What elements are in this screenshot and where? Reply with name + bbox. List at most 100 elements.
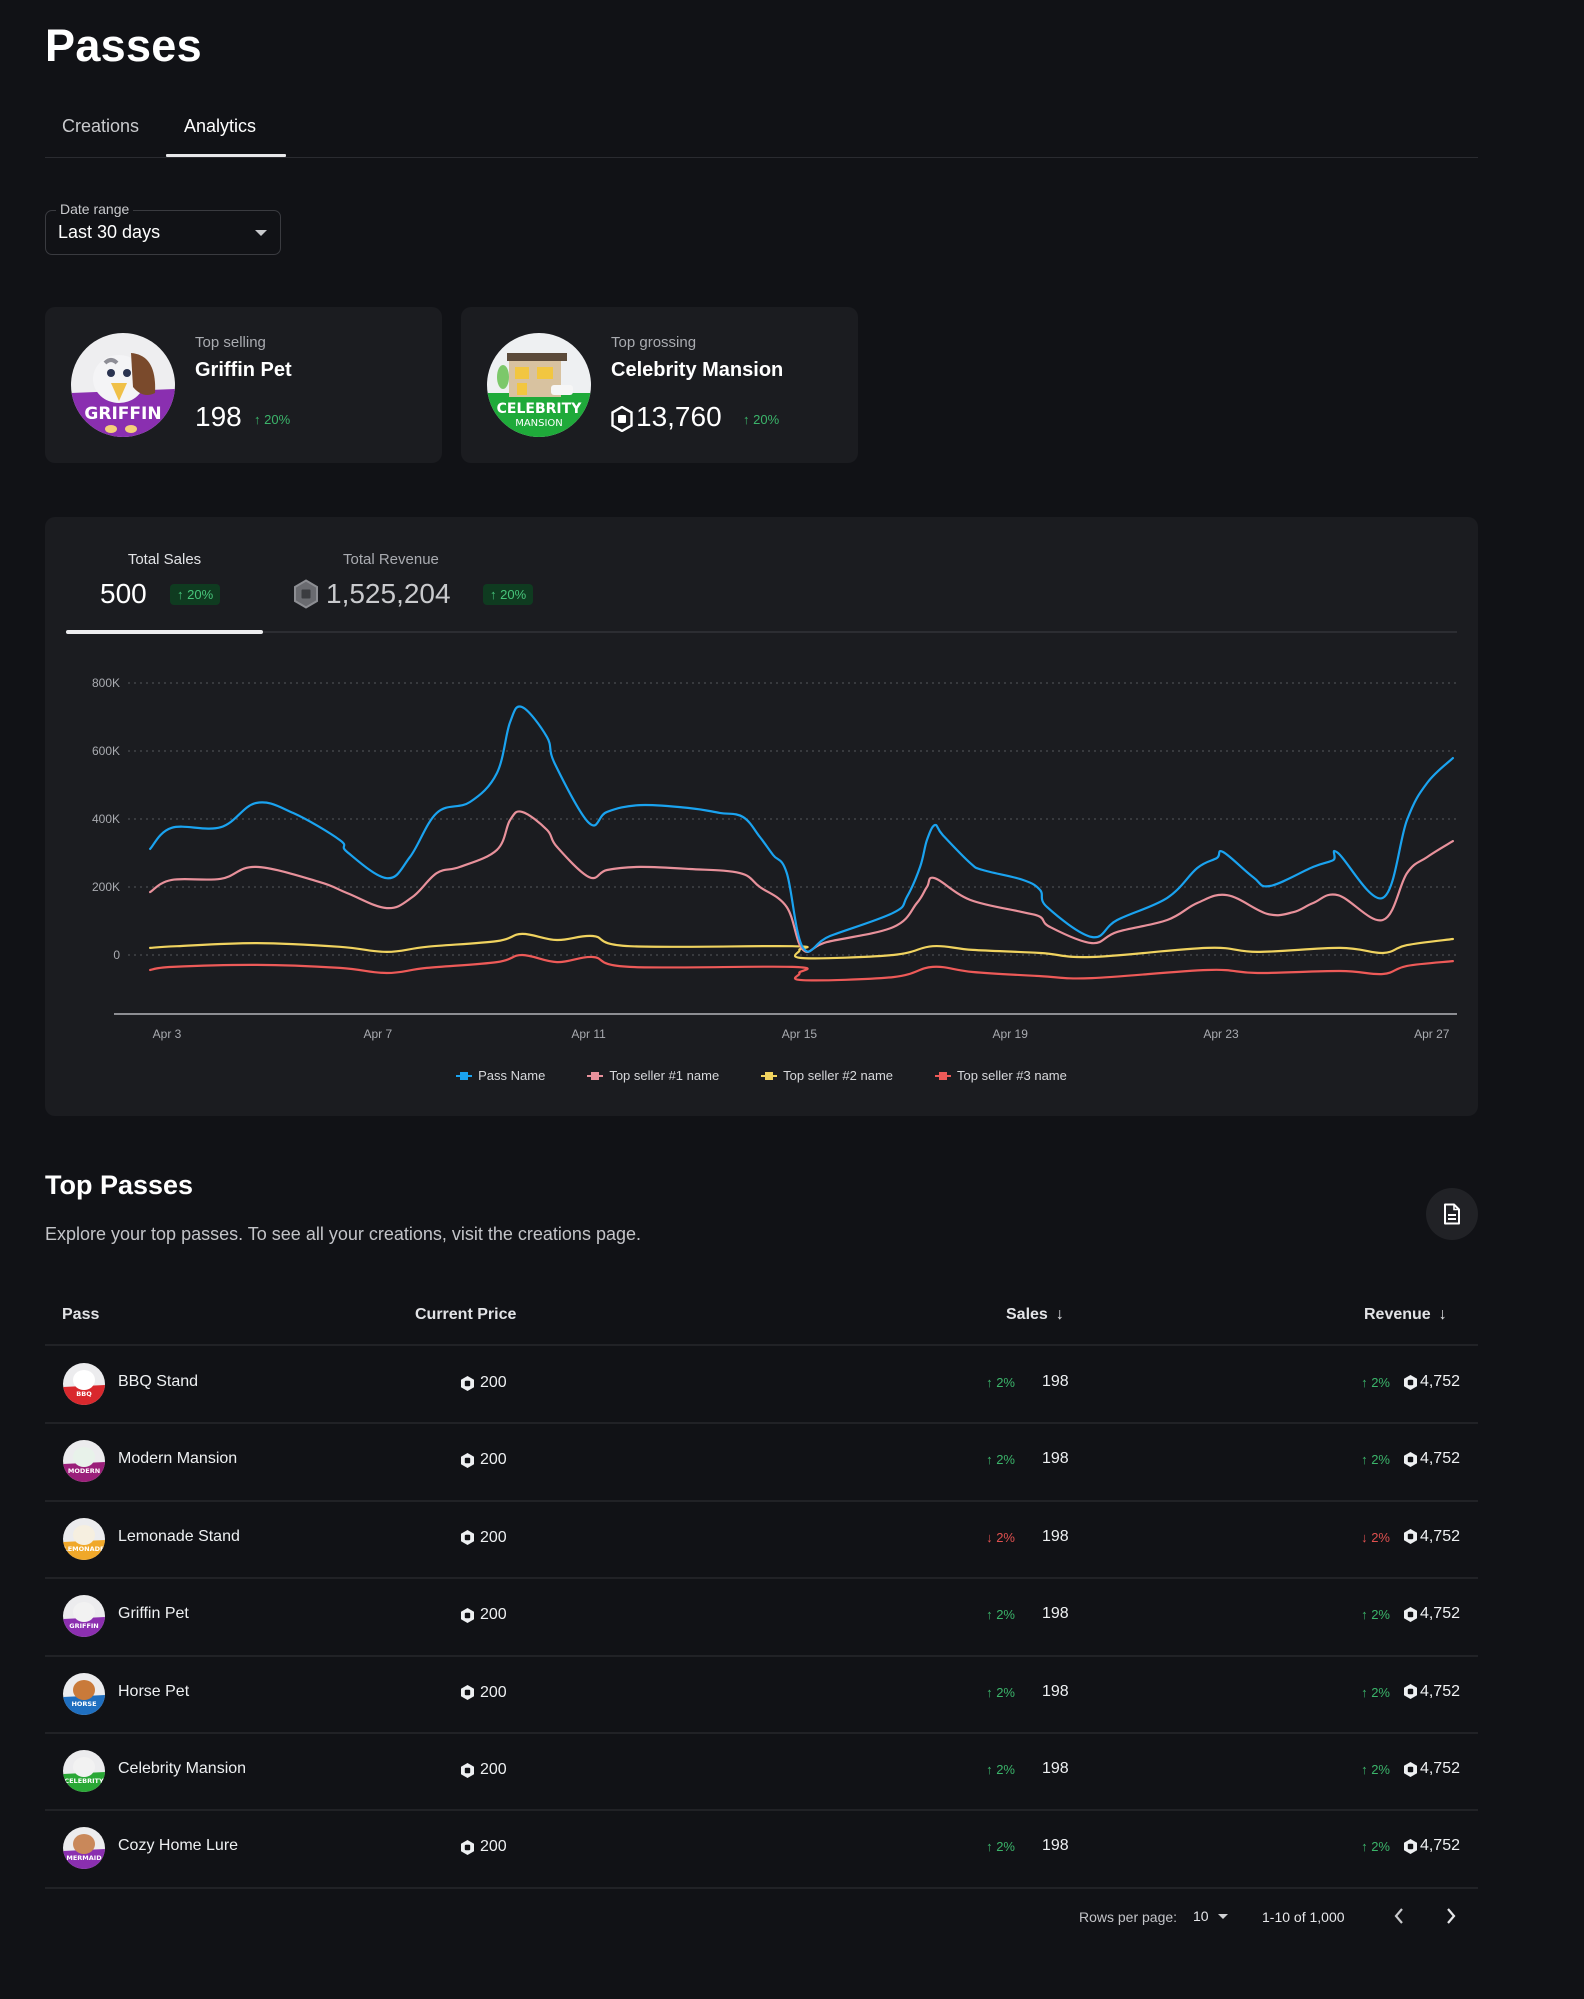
pass-thumbnail: LEMONADE (63, 1517, 105, 1560)
table-row[interactable]: MERMAID Cozy Home Lure 200 ↑ 2% 198 ↑ 2% 4,752 (45, 1810, 1478, 1886)
legend-item-top-seller-3[interactable]: Top seller #3 name (935, 1068, 1067, 1083)
pass-price: 200 (460, 1684, 507, 1702)
sales-value: 198 (1042, 1605, 1069, 1623)
chevron-right-icon (1447, 1908, 1456, 1924)
pass-name[interactable]: Griffin Pet (118, 1605, 189, 1623)
table-row[interactable]: MODERN Modern Mansion 200 ↑ 2% 198 ↑ 2% 4,752 (45, 1423, 1478, 1499)
metric-tabs-divider (66, 631, 1457, 633)
rows-per-page-select[interactable]: 10 (1193, 1908, 1228, 1924)
legend-label: Top seller #1 name (609, 1068, 720, 1083)
pass-thumbnail: GRIFFIN (63, 1595, 105, 1638)
total-sales-delta: ↑ 20% (170, 584, 221, 605)
x-tick-label: Apr 27 (1414, 1027, 1450, 1041)
table-row[interactable]: CELEBRITY Celebrity Mansion 200 ↑ 2% 198 ↑ 2%… (45, 1733, 1478, 1809)
top-selling-card[interactable]: GRIFFIN Top selling Griffin Pet 198 ↑ 20… (45, 307, 442, 463)
revenue-value: 4,752 (1403, 1605, 1460, 1623)
row-divider (45, 1654, 1478, 1657)
pass-name[interactable]: BBQ Stand (118, 1373, 199, 1390)
revenue-delta: ↓ 2% (1361, 1530, 1390, 1545)
row-divider (45, 1499, 1478, 1502)
arrow-up-icon: ↑ (986, 1452, 993, 1468)
chart-legend: Pass Name Top seller #1 name Top seller … (45, 1068, 1478, 1083)
legend-item-top-seller-2[interactable]: Top seller #2 name (761, 1068, 893, 1083)
date-range-select[interactable] (45, 210, 281, 255)
series-line-top-seller-1 (149, 810, 1454, 953)
revenue-delta-value: 2% (1371, 1375, 1390, 1390)
arrow-up-icon: ↑ (986, 1839, 993, 1855)
pass-price: 200 (460, 1606, 507, 1624)
revenue-value: 4,752 (1403, 1373, 1460, 1391)
price-value: 200 (480, 1374, 507, 1391)
price-value: 200 (480, 1838, 507, 1856)
table-row[interactable]: HORSE Horse Pet 200 ↑ 2% 198 ↑ 2% 4,752 (45, 1656, 1478, 1732)
rows-per-page-value: 10 (1193, 1908, 1209, 1924)
column-header-price[interactable]: Current Price (415, 1306, 517, 1323)
row-divider (45, 1422, 1478, 1425)
griffin-thumb-text: GRIFFIN (84, 404, 161, 424)
arrow-up-icon: ↑ (1361, 1607, 1368, 1623)
series-line-top-seller-3 (149, 953, 1454, 982)
export-button[interactable] (1426, 1188, 1478, 1240)
pass-name[interactable]: Cozy Home Lure (118, 1837, 239, 1855)
previous-page-button[interactable] (1392, 1906, 1406, 1931)
sales-header-label: Sales (1006, 1306, 1048, 1323)
next-page-button[interactable] (1444, 1906, 1458, 1931)
robux-icon (460, 1375, 475, 1392)
x-tick-label: Apr 3 (153, 1027, 182, 1041)
page-title: Passes (45, 20, 202, 71)
arrow-down-icon: ↓ (1361, 1529, 1368, 1545)
revenue-amount: 4,752 (1419, 1760, 1460, 1777)
sales-delta: ↑ 2% (986, 1375, 1015, 1390)
x-tick-label: Apr 23 (1203, 1027, 1239, 1041)
tab-creations[interactable]: Creations (62, 116, 140, 136)
row-divider (45, 1732, 1478, 1734)
table-row[interactable]: BBQ BBQ Stand 200 ↑ 2% 198 ↑ 2% 4,752 (45, 1346, 1478, 1422)
chevron-left-icon (1394, 1908, 1403, 1924)
price-value: 200 (480, 1683, 507, 1701)
sales-delta: ↑ 2% (986, 1607, 1015, 1622)
revenue-delta-value: 2% (1371, 1452, 1390, 1468)
pass-name[interactable]: Celebrity Mansion (118, 1760, 247, 1777)
robux-icon (1403, 1451, 1418, 1468)
pass-thumbnail: CELEBRITY (63, 1750, 105, 1792)
row-divider (45, 1886, 1478, 1889)
revenue-delta: ↑ 2% (1361, 1375, 1390, 1390)
table-header-divider (45, 1344, 1478, 1346)
rows-per-page-label: Rows per page: (1079, 1909, 1178, 1925)
total-revenue-delta-value: 20% (500, 587, 527, 602)
top-selling-delta-value: 20% (264, 412, 291, 427)
legend-item-top-seller-1[interactable]: Top seller #1 name (587, 1068, 719, 1083)
column-header-pass[interactable]: Pass (62, 1306, 100, 1323)
robux-icon (1403, 1838, 1418, 1855)
pass-name[interactable]: Modern Mansion (118, 1450, 238, 1468)
row-divider (45, 1809, 1478, 1812)
pass-name[interactable]: Lemonade Stand (118, 1527, 240, 1545)
thumb-text: CELEBRITY (64, 1777, 104, 1785)
table-row[interactable]: GRIFFIN Griffin Pet 200 ↑ 2% 198 ↑ 2% 4,752 (45, 1578, 1478, 1654)
robux-icon (460, 1452, 475, 1469)
thumb-text: HORSE (71, 1700, 96, 1708)
revenue-value: 4,752 (1403, 1528, 1460, 1546)
sales-value: 198 (1042, 1527, 1069, 1545)
revenue-amount: 4,752 (1419, 1450, 1460, 1468)
top-selling-delta: ↑ 20% (254, 412, 290, 427)
sales-delta: ↑ 2% (986, 1685, 1015, 1700)
pass-thumbnail: BBQ (63, 1363, 105, 1405)
x-tick-label: Apr 15 (782, 1027, 818, 1041)
column-header-revenue[interactable]: Revenue ↓ (1364, 1306, 1447, 1324)
sort-arrow-down-icon: ↓ (1438, 1306, 1447, 1323)
tab-total-sales[interactable]: Total Sales 500 ↑ 20% (66, 517, 263, 635)
column-header-sales[interactable]: Sales ↓ (1006, 1306, 1064, 1324)
robux-icon (460, 1762, 475, 1779)
tab-analytics[interactable]: Analytics (184, 116, 257, 136)
pass-price: 200 (460, 1761, 507, 1779)
legend-swatch-icon (761, 1071, 778, 1080)
series-line-top-seller-2 (149, 932, 1454, 960)
pass-name[interactable]: Horse Pet (118, 1682, 190, 1700)
legend-item-pass-name[interactable]: Pass Name (456, 1068, 545, 1083)
tab-total-revenue[interactable]: Total Revenue 1,525,204 ↑ 20% (293, 517, 593, 635)
sort-arrow-down-icon: ↓ (1055, 1306, 1064, 1323)
table-row[interactable]: LEMONADE Lemonade Stand 200 ↓ 2% 198 ↓ 2% 4,75… (45, 1501, 1478, 1577)
top-grossing-card[interactable]: CELEBRITY MANSION Top grossing Celebrity… (461, 307, 858, 463)
chevron-down-icon (1217, 1913, 1228, 1919)
